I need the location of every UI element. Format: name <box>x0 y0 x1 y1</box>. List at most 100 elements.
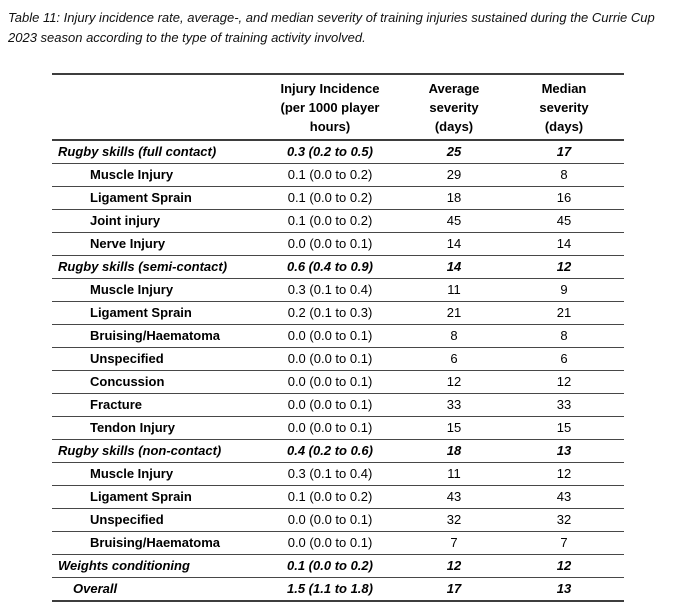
header-line: severity <box>429 100 479 115</box>
cell-median-severity: 8 <box>504 163 624 187</box>
cell-median-severity: 13 <box>504 577 624 602</box>
cell-median-severity: 43 <box>504 485 624 509</box>
row-label: Ligament Sprain <box>52 186 256 210</box>
cell-median-severity: 6 <box>504 347 624 371</box>
row-label: Rugby skills (non-contact) <box>52 439 256 463</box>
cell-injury-incidence: 0.0 (0.0 to 0.1) <box>256 347 404 371</box>
header-line: Injury Incidence <box>280 81 380 96</box>
table-row: Ligament Sprain 0.1 (0.0 to 0.2) 43 43 <box>52 485 624 509</box>
table-row: Overall 1.5 (1.1 to 1.8) 17 13 <box>52 577 624 602</box>
row-label: Unspecified <box>52 347 256 371</box>
cell-injury-incidence: 0.1 (0.0 to 0.2) <box>256 554 404 578</box>
header-line: (days) <box>434 119 474 134</box>
table-row: Muscle Injury 0.3 (0.1 to 0.4) 11 9 <box>52 278 624 302</box>
col-header-injury-incidence: Injury Incidence (per 1000 player hours) <box>256 74 404 141</box>
table-row: Bruising/Haematoma 0.0 (0.0 to 0.1) 8 8 <box>52 324 624 348</box>
row-label: Rugby skills (full contact) <box>52 140 256 164</box>
table-row: Rugby skills (semi-contact) 0.6 (0.4 to 0… <box>52 255 624 279</box>
cell-average-severity: 14 <box>404 232 504 256</box>
cell-injury-incidence: 0.1 (0.0 to 0.2) <box>256 209 404 233</box>
table-row: Nerve Injury 0.0 (0.0 to 0.1) 14 14 <box>52 232 624 256</box>
row-label: Ligament Sprain <box>52 485 256 509</box>
table-row: Ligament Sprain 0.2 (0.1 to 0.3) 21 21 <box>52 301 624 325</box>
cell-median-severity: 12 <box>504 554 624 578</box>
cell-injury-incidence: 0.0 (0.0 to 0.1) <box>256 416 404 440</box>
cell-median-severity: 9 <box>504 278 624 302</box>
table-row: Ligament Sprain 0.1 (0.0 to 0.2) 18 16 <box>52 186 624 210</box>
table-body: Rugby skills (full contact) 0.3 (0.2 to 0… <box>52 140 624 602</box>
cell-injury-incidence: 0.3 (0.1 to 0.4) <box>256 462 404 486</box>
cell-average-severity: 6 <box>404 347 504 371</box>
table-row: Fracture 0.0 (0.0 to 0.1) 33 33 <box>52 393 624 417</box>
cell-average-severity: 32 <box>404 508 504 532</box>
table-row: Muscle Injury 0.3 (0.1 to 0.4) 11 12 <box>52 462 624 486</box>
header-line: severity <box>539 100 589 115</box>
cell-average-severity: 21 <box>404 301 504 325</box>
cell-median-severity: 33 <box>504 393 624 417</box>
row-label: Muscle Injury <box>52 462 256 486</box>
cell-average-severity: 15 <box>404 416 504 440</box>
cell-median-severity: 12 <box>504 370 624 394</box>
header-line: (per 1000 player <box>280 100 380 115</box>
cell-median-severity: 13 <box>504 439 624 463</box>
cell-injury-incidence: 0.1 (0.0 to 0.2) <box>256 485 404 509</box>
col-header-average-severity: Average severity (days) <box>404 74 504 141</box>
cell-median-severity: 8 <box>504 324 624 348</box>
cell-median-severity: 21 <box>504 301 624 325</box>
cell-average-severity: 11 <box>404 462 504 486</box>
table-row: Rugby skills (full contact) 0.3 (0.2 to 0… <box>52 140 624 164</box>
row-label: Unspecified <box>52 508 256 532</box>
cell-average-severity: 29 <box>404 163 504 187</box>
cell-average-severity: 43 <box>404 485 504 509</box>
cell-average-severity: 33 <box>404 393 504 417</box>
cell-injury-incidence: 0.1 (0.0 to 0.2) <box>256 163 404 187</box>
cell-injury-incidence: 0.6 (0.4 to 0.9) <box>256 255 404 279</box>
cell-average-severity: 14 <box>404 255 504 279</box>
cell-injury-incidence: 0.4 (0.2 to 0.6) <box>256 439 404 463</box>
row-label: Weights conditioning <box>52 554 256 578</box>
row-label: Nerve Injury <box>52 232 256 256</box>
cell-average-severity: 8 <box>404 324 504 348</box>
cell-median-severity: 17 <box>504 140 624 164</box>
cell-median-severity: 14 <box>504 232 624 256</box>
table-row: Bruising/Haematoma 0.0 (0.0 to 0.1) 7 7 <box>52 531 624 555</box>
cell-median-severity: 32 <box>504 508 624 532</box>
table-row: Tendon Injury 0.0 (0.0 to 0.1) 15 15 <box>52 416 624 440</box>
header-line: Average <box>428 81 480 96</box>
document-page: Table 11: Injury incidence rate, average… <box>0 8 695 602</box>
col-header-empty <box>52 74 256 141</box>
col-header-median-severity: Median severity (days) <box>504 74 624 141</box>
cell-average-severity: 11 <box>404 278 504 302</box>
cell-median-severity: 15 <box>504 416 624 440</box>
row-label: Bruising/Haematoma <box>52 324 256 348</box>
table-row: Unspecified 0.0 (0.0 to 0.1) 32 32 <box>52 508 624 532</box>
cell-average-severity: 18 <box>404 439 504 463</box>
cell-average-severity: 17 <box>404 577 504 602</box>
row-label: Joint injury <box>52 209 256 233</box>
cell-injury-incidence: 0.0 (0.0 to 0.1) <box>256 531 404 555</box>
cell-injury-incidence: 0.3 (0.1 to 0.4) <box>256 278 404 302</box>
header-line: hours) <box>309 119 351 134</box>
cell-average-severity: 45 <box>404 209 504 233</box>
header-row: Injury Incidence (per 1000 player hours)… <box>52 74 624 141</box>
cell-median-severity: 16 <box>504 186 624 210</box>
row-label: Muscle Injury <box>52 278 256 302</box>
row-label: Ligament Sprain <box>52 301 256 325</box>
table-row: Rugby skills (non-contact) 0.4 (0.2 to 0.… <box>52 439 624 463</box>
cell-average-severity: 7 <box>404 531 504 555</box>
cell-injury-incidence: 0.2 (0.1 to 0.3) <box>256 301 404 325</box>
cell-injury-incidence: 0.3 (0.2 to 0.5) <box>256 140 404 164</box>
table-row: Unspecified 0.0 (0.0 to 0.1) 6 6 <box>52 347 624 371</box>
cell-injury-incidence: 1.5 (1.1 to 1.8) <box>256 577 404 602</box>
cell-injury-incidence: 0.0 (0.0 to 0.1) <box>256 324 404 348</box>
cell-median-severity: 7 <box>504 531 624 555</box>
cell-injury-incidence: 0.1 (0.0 to 0.2) <box>256 186 404 210</box>
table-row: Muscle Injury 0.1 (0.0 to 0.2) 29 8 <box>52 163 624 187</box>
header-line: (days) <box>544 119 584 134</box>
cell-median-severity: 12 <box>504 462 624 486</box>
row-label: Concussion <box>52 370 256 394</box>
cell-average-severity: 25 <box>404 140 504 164</box>
cell-average-severity: 12 <box>404 554 504 578</box>
cell-average-severity: 18 <box>404 186 504 210</box>
cell-injury-incidence: 0.0 (0.0 to 0.1) <box>256 393 404 417</box>
